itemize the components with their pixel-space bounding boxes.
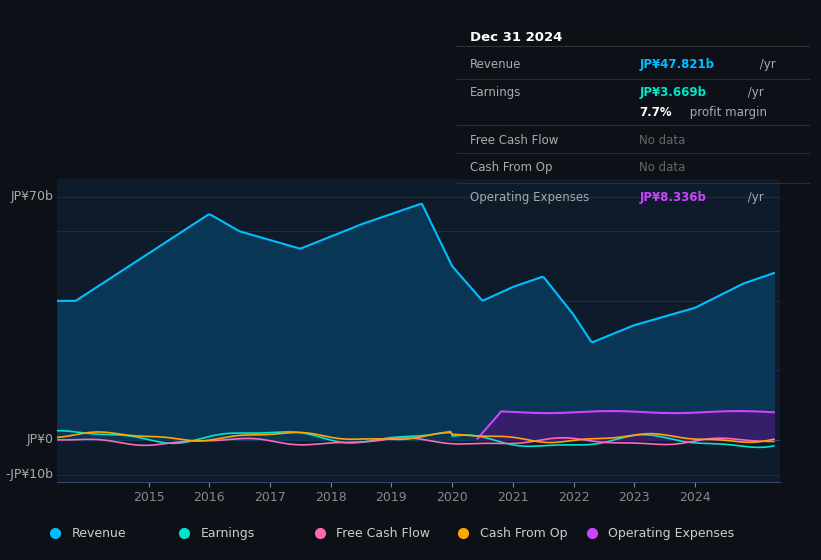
Text: profit margin: profit margin [686, 106, 767, 119]
Text: /yr: /yr [756, 58, 776, 71]
Text: JP¥0: JP¥0 [27, 433, 54, 446]
Text: JP¥70b: JP¥70b [11, 190, 54, 203]
Text: Free Cash Flow: Free Cash Flow [470, 133, 558, 147]
Text: Free Cash Flow: Free Cash Flow [337, 527, 430, 540]
Text: Dec 31 2024: Dec 31 2024 [470, 31, 562, 44]
Text: -JP¥10b: -JP¥10b [6, 468, 54, 481]
Text: Operating Expenses: Operating Expenses [470, 191, 589, 204]
Text: No data: No data [640, 133, 686, 147]
Text: Operating Expenses: Operating Expenses [608, 527, 735, 540]
Text: JP¥8.336b: JP¥8.336b [640, 191, 706, 204]
Text: Earnings: Earnings [470, 86, 521, 99]
Text: Earnings: Earnings [200, 527, 255, 540]
Text: Cash From Op: Cash From Op [480, 527, 567, 540]
Text: 7.7%: 7.7% [640, 106, 672, 119]
Text: /yr: /yr [744, 191, 764, 204]
Text: /yr: /yr [744, 86, 764, 99]
Text: JP¥3.669b: JP¥3.669b [640, 86, 706, 99]
Text: No data: No data [640, 161, 686, 174]
Text: Cash From Op: Cash From Op [470, 161, 553, 174]
Text: Revenue: Revenue [72, 527, 126, 540]
Text: Revenue: Revenue [470, 58, 521, 71]
Text: JP¥47.821b: JP¥47.821b [640, 58, 714, 71]
